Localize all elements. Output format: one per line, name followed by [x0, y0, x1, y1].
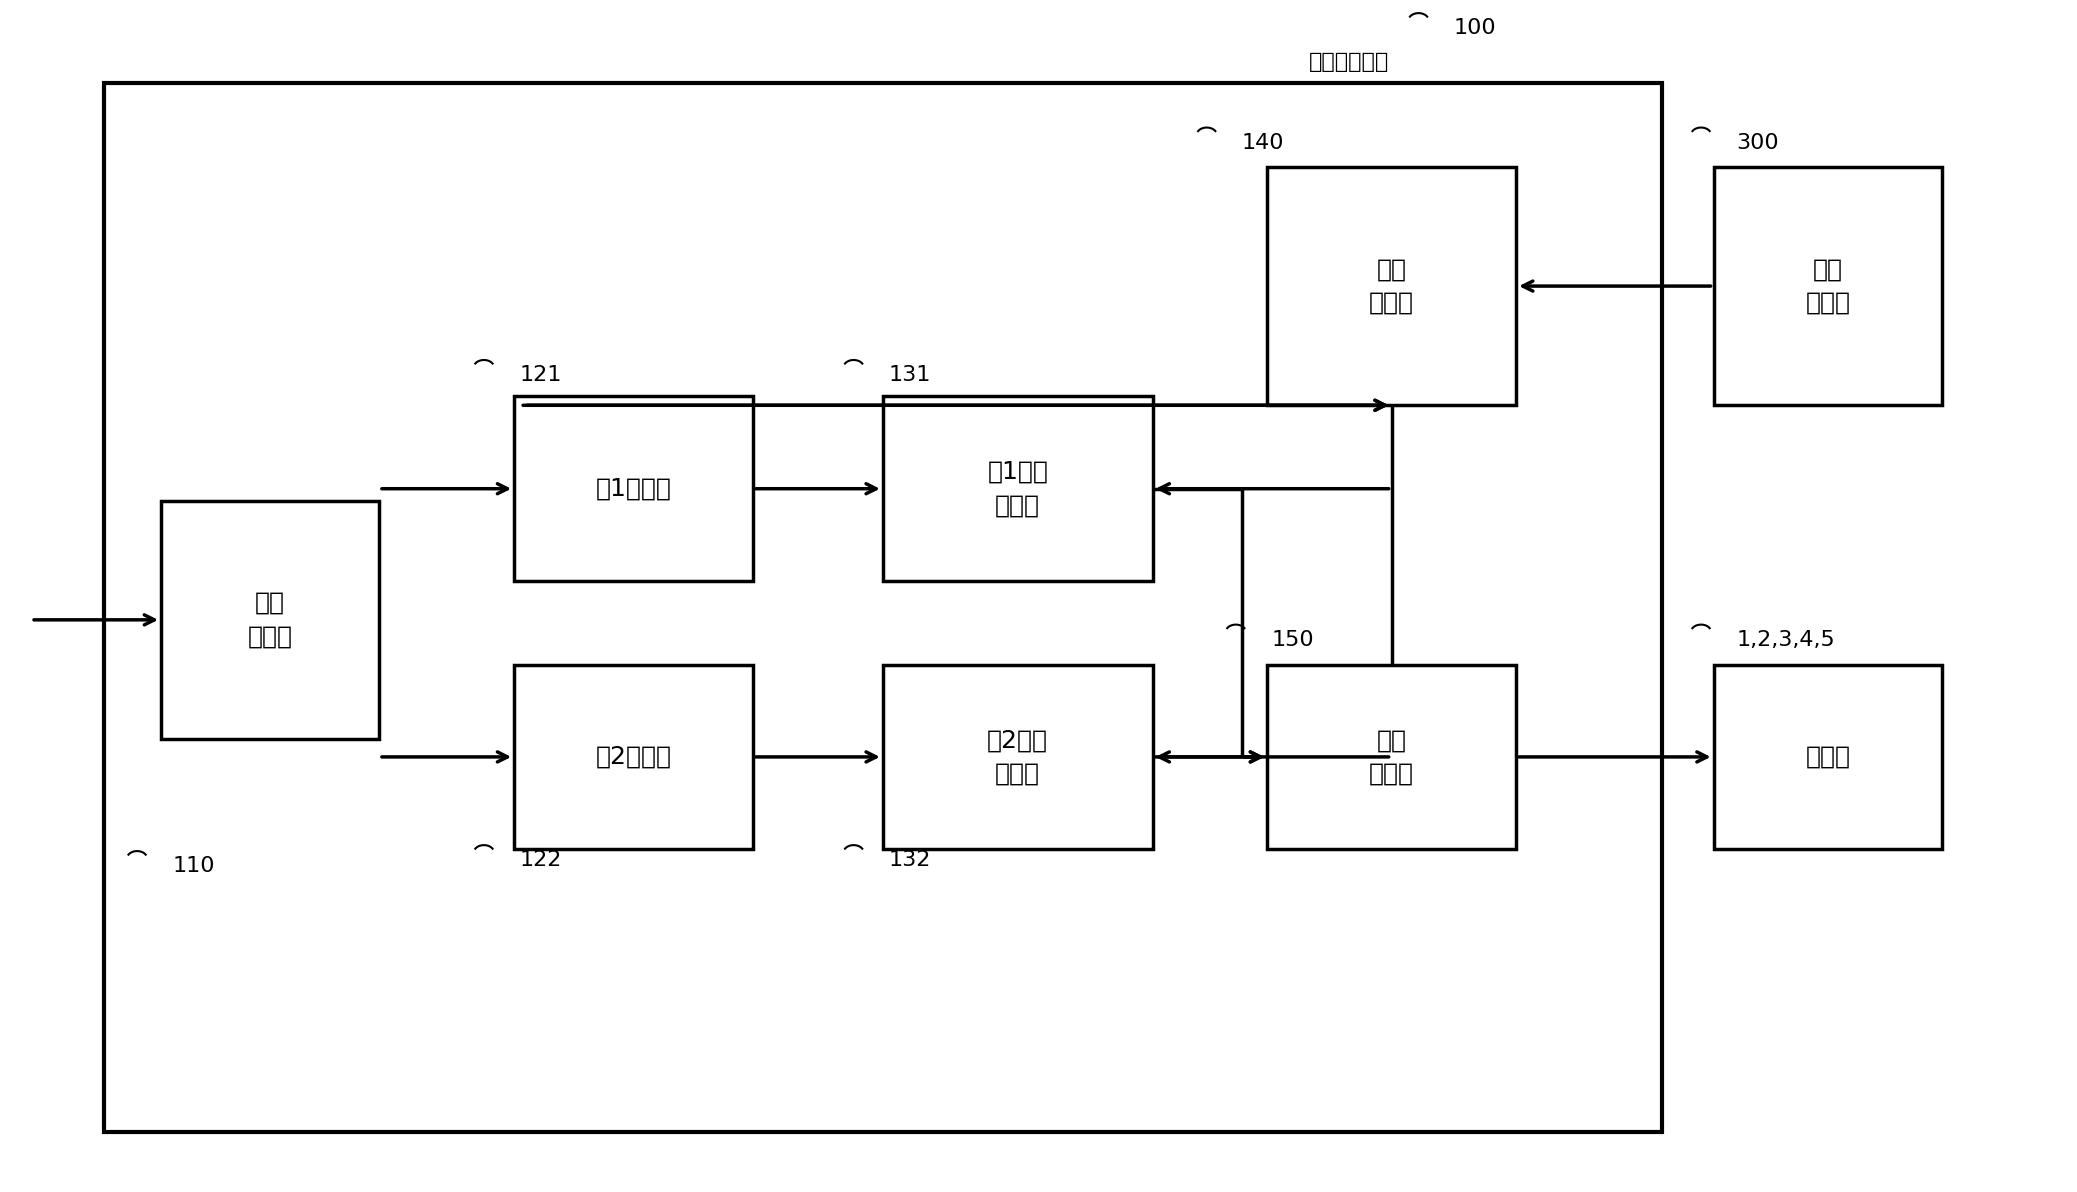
Bar: [1267, 665, 1516, 849]
Text: 100: 100: [1454, 18, 1498, 38]
Bar: [883, 396, 1153, 582]
Text: 131: 131: [889, 365, 930, 385]
Text: 132: 132: [889, 850, 930, 870]
Bar: [162, 501, 378, 739]
Text: 121: 121: [519, 365, 561, 385]
Text: 110: 110: [172, 856, 214, 876]
Text: 150: 150: [1271, 629, 1315, 650]
Text: 混合
处理部: 混合 处理部: [1369, 728, 1414, 786]
Text: 第2修正
处理部: 第2修正 处理部: [987, 728, 1049, 786]
Text: 第2解码部: 第2解码部: [596, 745, 671, 769]
Text: 信号
处理部: 信号 处理部: [247, 591, 293, 648]
Text: 头部
传感器: 头部 传感器: [1805, 257, 1851, 315]
Text: 第1修正
处理部: 第1修正 处理部: [987, 460, 1049, 517]
Bar: [104, 83, 1662, 1132]
Bar: [515, 665, 752, 849]
Bar: [515, 396, 752, 582]
Text: 扬声器: 扬声器: [1805, 745, 1851, 769]
Bar: [883, 665, 1153, 849]
Text: 300: 300: [1736, 132, 1780, 153]
Text: 信息
取得部: 信息 取得部: [1369, 257, 1414, 315]
Bar: [1267, 167, 1516, 405]
Text: 122: 122: [519, 850, 561, 870]
Text: 第1解码部: 第1解码部: [596, 477, 671, 501]
Text: 1,2,3,4,5: 1,2,3,4,5: [1736, 629, 1836, 650]
Text: 音响再现装置: 音响再现装置: [1309, 51, 1390, 72]
Bar: [1714, 167, 1942, 405]
Bar: [1714, 665, 1942, 849]
Text: 140: 140: [1242, 132, 1284, 153]
